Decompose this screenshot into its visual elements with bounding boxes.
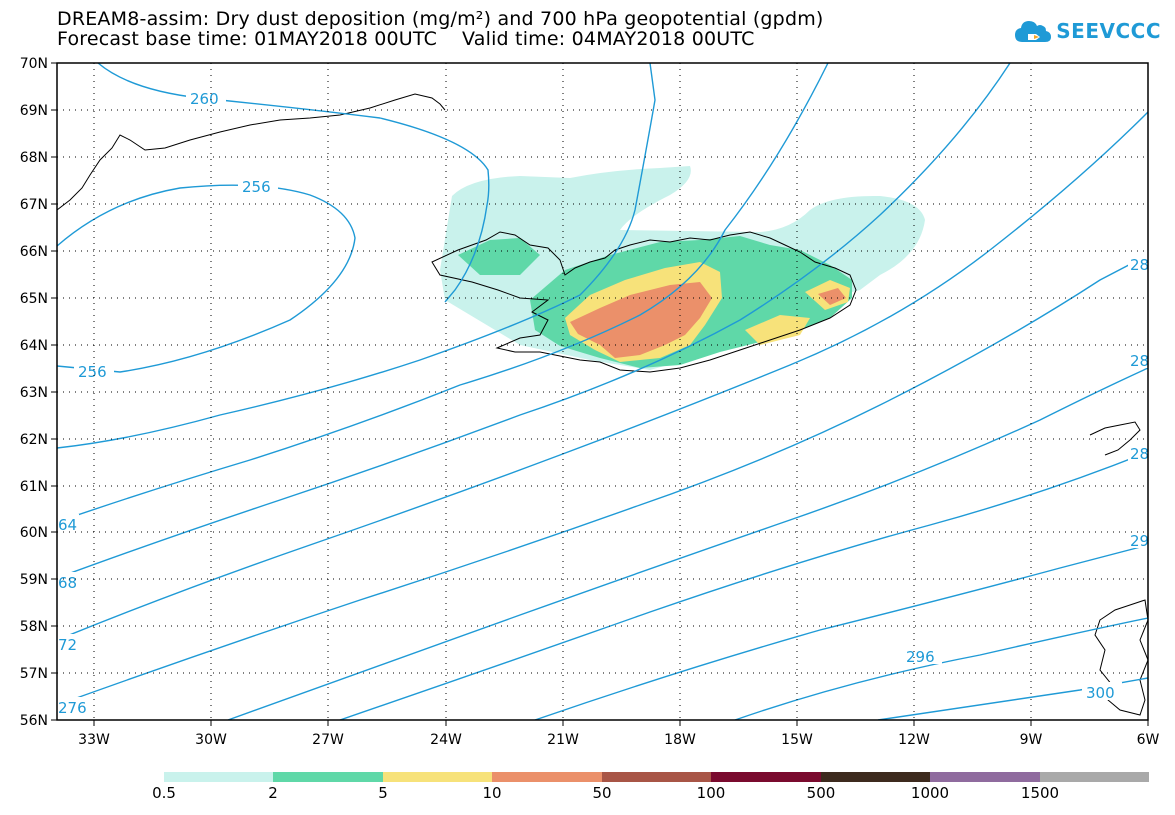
colorbar-segment	[930, 772, 1040, 782]
colorbar-label: 10	[482, 784, 502, 802]
lat-label: 66N	[20, 244, 48, 260]
contour-label: 256	[78, 363, 107, 381]
logo-text: SEEVCCC	[1056, 19, 1161, 43]
cloud-icon	[1015, 21, 1052, 42]
contour-label: 28	[1130, 256, 1149, 274]
contour-r6	[227, 367, 1148, 720]
axis-ticks	[51, 62, 1149, 726]
greenland-coastline	[57, 93, 446, 211]
contour-label: 68	[58, 574, 77, 592]
contour-label: 276	[58, 699, 87, 717]
dust-level-2b	[458, 238, 540, 275]
contour-r7	[339, 451, 1148, 720]
colorbar-segment	[164, 772, 273, 782]
contour-label: 296	[906, 648, 935, 666]
map-title: DREAM8-assim: Dry dust deposition (mg/m²…	[57, 8, 824, 30]
lon-label: 18W	[664, 732, 696, 748]
colorbar	[164, 772, 1149, 782]
lon-label: 27W	[312, 732, 344, 748]
lon-label: 6W	[1137, 732, 1160, 748]
colorbar-label: 0.5	[152, 784, 176, 802]
contour-label: 72	[58, 636, 77, 654]
colorbar-label: 500	[806, 784, 836, 802]
latitude-labels: 70N 69N 68N 67N 66N 65N 64N 63N 62N 61N …	[20, 56, 48, 729]
colorbar-label: 100	[696, 784, 726, 802]
contour-label: 28	[1130, 352, 1149, 370]
contour-r5	[57, 254, 1148, 706]
lat-label: 58N	[20, 619, 48, 635]
seevccc-logo: SEEVCCC	[1014, 18, 1161, 44]
contour-label: 260	[190, 90, 219, 108]
contour-296	[734, 617, 1148, 720]
geopotential-contours	[57, 63, 1148, 720]
map-frame	[56, 62, 1149, 721]
dust-deposition-shading	[440, 166, 925, 370]
longitude-labels: 33W 30W 27W 24W 21W 18W 15W 12W 9W 6W	[78, 732, 1159, 748]
lon-label: 15W	[781, 732, 813, 748]
contour-label: 64	[58, 516, 77, 534]
lat-label: 56N	[20, 713, 48, 729]
lat-label: 59N	[20, 572, 48, 588]
contour-label: 300	[1086, 684, 1115, 702]
colorbar-segment	[383, 772, 492, 782]
contour-r1	[57, 63, 656, 449]
lat-label: 68N	[20, 150, 48, 166]
lon-label: 30W	[195, 732, 227, 748]
contour-256	[57, 184, 356, 373]
scotland-coastline	[1094, 599, 1148, 716]
colorbar-segment	[492, 772, 602, 782]
lat-label: 69N	[20, 103, 48, 119]
lon-label: 12W	[898, 732, 930, 748]
colorbar-segment	[821, 772, 930, 782]
lat-label: 62N	[20, 432, 48, 448]
colorbar-segment	[1040, 772, 1149, 782]
lat-label: 61N	[20, 479, 48, 495]
contour-r3	[57, 63, 1011, 579]
contour-labels: 260 256 256 64 68 72 276 28 28 28 29 296…	[57, 88, 1149, 717]
lat-label: 67N	[20, 197, 48, 213]
lat-label: 70N	[20, 56, 48, 72]
lat-label: 65N	[20, 291, 48, 307]
map-subtitle: Forecast base time: 01MAY2018 00UTC Vali…	[57, 28, 755, 50]
coastlines	[57, 93, 1148, 716]
colorbar-segment	[602, 772, 711, 782]
contour-label: 256	[242, 178, 271, 196]
lon-label: 33W	[78, 732, 110, 748]
lat-label: 60N	[20, 525, 48, 541]
lon-label: 21W	[547, 732, 579, 748]
contour-r8	[534, 544, 1148, 720]
colorbar-label: 2	[268, 784, 278, 802]
dust-level-10b	[818, 288, 846, 305]
dust-level-5c	[745, 315, 810, 345]
graticule	[57, 63, 1148, 720]
contour-r2	[57, 63, 829, 523]
colorbar-label: 1000	[910, 784, 950, 802]
lon-label: 24W	[430, 732, 462, 748]
contour-r4	[57, 111, 1148, 641]
contour-label: 29	[1130, 532, 1149, 550]
contour-300	[877, 677, 1148, 720]
colorbar-label: 5	[378, 784, 388, 802]
iceland-coastline	[431, 231, 857, 373]
lat-label: 64N	[20, 338, 48, 354]
contour-260	[97, 63, 490, 303]
colorbar-segment	[711, 772, 821, 782]
colorbar-label: 50	[592, 784, 612, 802]
lon-label: 9W	[1020, 732, 1043, 748]
dust-level-10	[570, 282, 712, 358]
contour-label: 28	[1130, 445, 1149, 463]
colorbar-label: 1500	[1020, 784, 1060, 802]
colorbar-segment	[273, 772, 383, 782]
lat-label: 63N	[20, 385, 48, 401]
lat-label: 57N	[20, 666, 48, 682]
faroe-coastline	[1089, 421, 1141, 456]
